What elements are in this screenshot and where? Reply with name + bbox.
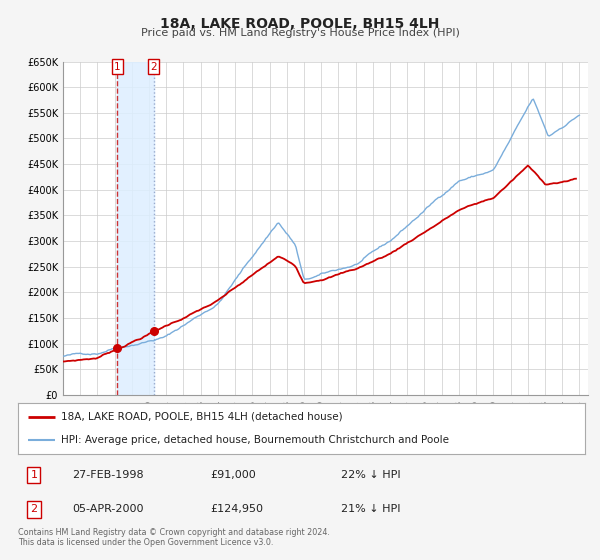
Text: 22% ↓ HPI: 22% ↓ HPI xyxy=(341,470,401,480)
Text: £91,000: £91,000 xyxy=(211,470,257,480)
Text: 21% ↓ HPI: 21% ↓ HPI xyxy=(341,505,401,515)
Text: 2: 2 xyxy=(151,62,157,72)
Text: 1: 1 xyxy=(114,62,121,72)
Text: 2: 2 xyxy=(31,505,37,515)
Text: 27-FEB-1998: 27-FEB-1998 xyxy=(72,470,143,480)
Text: Contains HM Land Registry data © Crown copyright and database right 2024.
This d: Contains HM Land Registry data © Crown c… xyxy=(18,528,330,547)
Text: £124,950: £124,950 xyxy=(211,505,264,515)
Text: 05-APR-2000: 05-APR-2000 xyxy=(72,505,143,515)
Bar xyxy=(118,62,154,395)
Text: 18A, LAKE ROAD, POOLE, BH15 4LH (detached house): 18A, LAKE ROAD, POOLE, BH15 4LH (detache… xyxy=(61,412,342,422)
Text: HPI: Average price, detached house, Bournemouth Christchurch and Poole: HPI: Average price, detached house, Bour… xyxy=(61,435,449,445)
Text: Price paid vs. HM Land Registry's House Price Index (HPI): Price paid vs. HM Land Registry's House … xyxy=(140,28,460,38)
Text: 18A, LAKE ROAD, POOLE, BH15 4LH: 18A, LAKE ROAD, POOLE, BH15 4LH xyxy=(160,17,440,31)
Text: 1: 1 xyxy=(31,470,37,480)
